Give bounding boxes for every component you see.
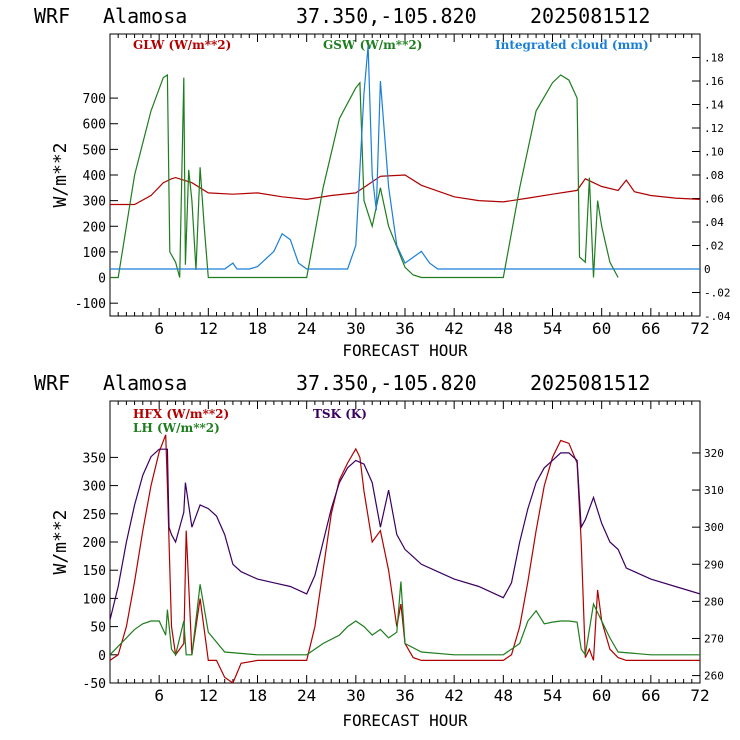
x-tick-label: 60 [592, 319, 611, 338]
x-tick-label: 60 [592, 686, 611, 705]
x-tick-label: 48 [494, 686, 513, 705]
top-header-model: WRF [34, 4, 70, 28]
x-axis-label: FORECAST HOUR [342, 341, 468, 360]
y-tick-label: 150 [83, 564, 106, 579]
top-panel: WRF Alamosa 37.350,-105.820 2025081512 6… [34, 4, 731, 360]
y-axis-label: W/m**2 [50, 509, 71, 574]
series-line-lh [110, 581, 700, 657]
y2-tick-label: .08 [704, 169, 724, 182]
y2-tick-label: .18 [704, 52, 724, 65]
y-tick-label: 0 [98, 272, 106, 287]
top-plot: 6 12 18 24 30 36 42 48 54 60 66 72 FORECAST HOUR -100… [50, 33, 731, 360]
y-tick-label: 100 [83, 246, 106, 261]
x-tick-label: 36 [395, 686, 414, 705]
x-tick-label: 18 [248, 319, 267, 338]
x-tick-label: 30 [346, 686, 365, 705]
x-tick-label: 12 [199, 686, 218, 705]
y-tick-label: 500 [83, 143, 106, 158]
y-tick-label: 100 [83, 592, 106, 607]
y2-tick-label: .04 [704, 216, 724, 229]
y2-tick-label: 300 [704, 521, 724, 534]
legend-tsk: TSK (K) [313, 407, 367, 421]
series-line-gsw [110, 73, 619, 279]
x-tick-label: 42 [445, 686, 464, 705]
y-tick-label: 350 [83, 451, 106, 466]
x-tick-label: 54 [543, 319, 562, 338]
x-tick-label: 72 [690, 319, 709, 338]
y2-tick-label: .02 [704, 240, 724, 253]
bottom-header-run: 2025081512 [530, 371, 650, 395]
x-tick-label: 24 [297, 319, 316, 338]
x-tick-label: 66 [641, 319, 660, 338]
y2-tick-label: 320 [704, 447, 724, 460]
series-line-integrated [110, 45, 700, 270]
legend-gsw: GSW (W/m**2) [323, 38, 422, 52]
x-tick-label: 6 [154, 686, 164, 705]
x-tick-label: 24 [297, 686, 316, 705]
y2-tick-label: .16 [704, 75, 724, 88]
y-tick-label: -100 [75, 297, 106, 312]
x-axis-label: FORECAST HOUR [342, 711, 468, 730]
y-tick-label: 50 [90, 621, 106, 636]
y-tick-label: 300 [83, 195, 106, 210]
y2-tick-label: 270 [704, 632, 724, 645]
y2-tick-label: 310 [704, 484, 724, 497]
y-tick-label: 200 [83, 220, 106, 235]
y2-tick-label: 290 [704, 558, 724, 571]
x-tick-label: 54 [543, 686, 562, 705]
y-tick-label: 0 [98, 649, 106, 664]
y-tick-label: 400 [83, 169, 106, 184]
y2-tick-label: .14 [704, 99, 724, 112]
x-tick-label: 72 [690, 686, 709, 705]
x-tick-label: 12 [199, 319, 218, 338]
bottom-header-coords: 37.350,-105.820 [296, 371, 477, 395]
x-tick-label: 42 [445, 319, 464, 338]
x-tick-label: 48 [494, 319, 513, 338]
x-tick-label: 36 [395, 319, 414, 338]
legend-hfx: HFX (W/m**2) [133, 407, 229, 421]
y2-tick-label: 260 [704, 670, 724, 683]
y-tick-label: 600 [83, 118, 106, 133]
y-axis-label: W/m**2 [50, 142, 71, 207]
y2-tick-label: -.02 [704, 287, 731, 300]
series-line-hfx [110, 434, 700, 683]
series-line-tsk [110, 448, 700, 621]
x-tick-label: 30 [346, 319, 365, 338]
legend-integrated: Integrated cloud (mm) [495, 38, 649, 52]
bottom-header-site: Alamosa [103, 371, 187, 395]
y2-tick-label: 0 [704, 263, 711, 276]
bottom-plot: 6 12 18 24 30 36 42 48 54 60 66 72 FORECAST HOUR -50 0… [50, 400, 724, 730]
y-tick-label: 200 [83, 536, 106, 551]
x-tick-label: 18 [248, 686, 267, 705]
bottom-header-model: WRF [34, 371, 70, 395]
y-tick-label: -50 [83, 677, 106, 692]
top-header-coords: 37.350,-105.820 [296, 4, 477, 28]
y2-tick-label: .06 [704, 193, 724, 206]
top-header-run: 2025081512 [530, 4, 650, 28]
series-line-glw [110, 174, 700, 206]
top-header-site: Alamosa [103, 4, 187, 28]
y2-tick-label: -.04 [704, 310, 731, 323]
y-tick-label: 300 [83, 480, 106, 495]
x-tick-label: 66 [641, 686, 660, 705]
y2-tick-label: 280 [704, 595, 724, 608]
y2-tick-label: .10 [704, 146, 724, 159]
legend-glw: GLW (W/m**2) [133, 38, 231, 52]
bottom-panel: WRF Alamosa 37.350,-105.820 2025081512 6… [34, 371, 724, 730]
y2-tick-label: .12 [704, 122, 724, 135]
legend-lh: LH (W/m**2) [133, 421, 220, 435]
y-tick-label: 250 [83, 508, 106, 523]
y-tick-label: 700 [83, 92, 106, 107]
x-tick-label: 6 [154, 319, 164, 338]
